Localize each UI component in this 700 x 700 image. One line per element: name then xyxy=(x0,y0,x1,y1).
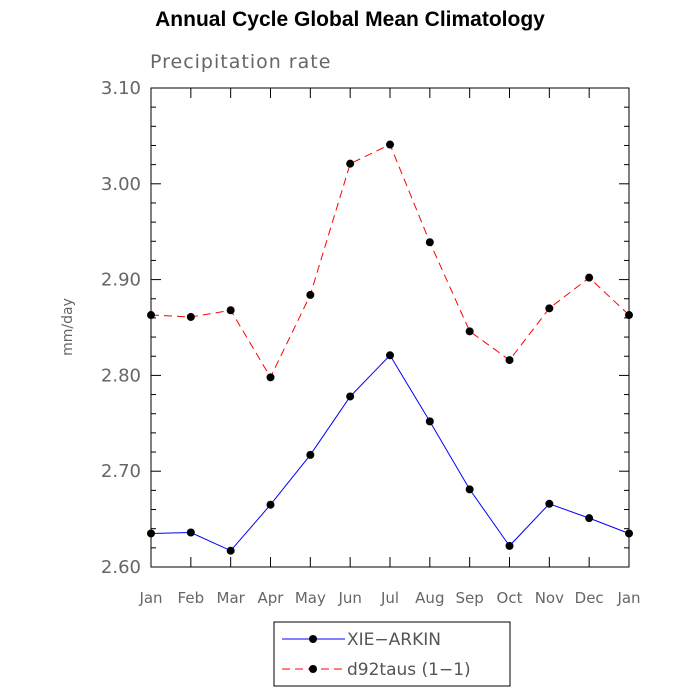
plot-frame xyxy=(150,87,630,568)
series-0-point xyxy=(386,351,394,360)
x-tick-label: Feb xyxy=(178,589,205,607)
series-0-point xyxy=(306,450,315,459)
x-tick-label: Jan xyxy=(616,589,640,607)
y-tick-label: 2.90 xyxy=(101,270,141,291)
series-1-point xyxy=(266,373,275,382)
chart-subtitle: Precipitation rate xyxy=(150,51,331,73)
series-0-point xyxy=(585,514,594,523)
y-tick-label: 2.70 xyxy=(101,461,141,482)
series-line-0 xyxy=(150,354,630,552)
x-tick-labels: Jan Feb Mar Apr May Jun Jul Aug Sep Oct Nov Dec Jan xyxy=(138,589,640,607)
x-tick-label: Sep xyxy=(456,589,484,607)
series-1-point xyxy=(346,159,355,168)
x-tick-label: Aug xyxy=(415,589,444,607)
legend-marker-0 xyxy=(309,635,317,643)
series-1-point xyxy=(625,311,633,320)
x-tick-label: Jan xyxy=(138,589,162,607)
series-lines xyxy=(150,143,630,552)
series-1-point xyxy=(386,140,394,149)
series-1-point xyxy=(226,306,235,315)
series-1-point xyxy=(545,304,554,313)
x-tick-label: Mar xyxy=(217,589,246,607)
series-1-point xyxy=(425,238,434,247)
series-1-point xyxy=(306,290,315,299)
series-line-1 xyxy=(150,143,630,379)
x-tick-label: Apr xyxy=(258,589,285,607)
series-0-point xyxy=(147,529,155,538)
x-tick-label: Dec xyxy=(575,589,604,607)
series-0-point xyxy=(346,392,355,401)
x-tick-label: Jun xyxy=(337,589,361,607)
y-tick-label: 3.10 xyxy=(101,78,141,99)
series-1-point xyxy=(585,273,594,282)
series-0-point xyxy=(425,417,434,426)
series-0-point xyxy=(186,528,195,537)
series-0-point xyxy=(505,541,514,550)
x-tick-label: Nov xyxy=(535,589,564,607)
legend-marker-1 xyxy=(309,665,317,673)
series-1-point xyxy=(465,327,474,336)
y-tick-label: 2.80 xyxy=(101,365,141,386)
series-1-point xyxy=(505,356,514,365)
legend-box xyxy=(273,621,511,687)
series-0-point xyxy=(625,529,633,538)
series-0-point xyxy=(545,499,554,508)
legend-label-0: XIE−ARKIN xyxy=(347,630,441,650)
series-1-point xyxy=(147,311,155,320)
series-0-point xyxy=(266,500,275,509)
legend-label-1: d92taus (1−1) xyxy=(347,660,471,680)
x-tick-label: Oct xyxy=(497,589,523,607)
x-tick-label: Jul xyxy=(380,589,399,607)
x-tick-label: May xyxy=(295,589,326,607)
series-markers xyxy=(147,140,633,555)
legend: XIE−ARKIN d92taus (1−1) xyxy=(273,621,511,687)
y-tick-labels: 2.60 2.70 2.80 2.90 3.00 3.10 xyxy=(101,78,141,578)
series-0-point xyxy=(465,485,474,494)
series-1-point xyxy=(186,312,195,321)
y-tick-label: 3.00 xyxy=(101,174,141,195)
y-tick-label: 2.60 xyxy=(101,557,141,578)
chart-title: Annual Cycle Global Mean Climatology xyxy=(155,8,545,31)
axis-ticks xyxy=(150,87,630,568)
y-axis-label: mm/day xyxy=(60,298,76,356)
series-0-point xyxy=(226,546,235,555)
